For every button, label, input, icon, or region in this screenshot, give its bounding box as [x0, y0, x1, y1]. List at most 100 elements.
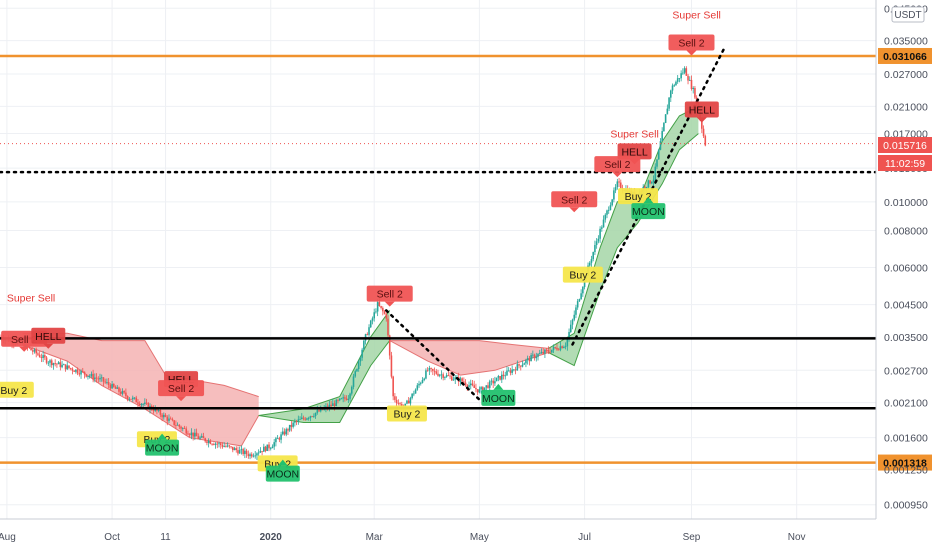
candle-body [609, 205, 612, 211]
candle-body [647, 180, 650, 188]
candle-body [45, 357, 48, 363]
candle-body [490, 380, 493, 382]
candle-body [569, 324, 572, 333]
candle-body [580, 293, 582, 300]
hell-signal-tag: HELL [617, 143, 652, 165]
sell-tag-label: Sell 2 [678, 37, 704, 49]
buy-tag-label: Buy 2 [394, 408, 421, 420]
candle-body [123, 391, 125, 393]
candle-body [464, 382, 467, 386]
candle-body [361, 349, 363, 358]
candle-body [228, 445, 231, 447]
candle-body [187, 433, 189, 435]
candle-body [649, 180, 651, 184]
candle-body [30, 348, 32, 351]
candle-body [388, 335, 391, 356]
candle-body [552, 347, 555, 350]
candle-body [656, 159, 658, 167]
candle-body [276, 438, 279, 440]
candle-body [181, 428, 184, 429]
sell-tag-box [366, 285, 413, 302]
candle-body [669, 90, 672, 98]
candle-body [571, 319, 574, 325]
candle-body [107, 382, 110, 385]
candle-body [463, 381, 465, 383]
candle-body [407, 400, 410, 404]
candle-body [452, 379, 455, 381]
cloud-edge-upper [22, 332, 259, 398]
candle-body [285, 429, 288, 435]
candle-body [273, 442, 275, 447]
moon-tag-box [145, 439, 180, 456]
candle-body [356, 368, 358, 372]
candle-body [683, 68, 686, 73]
candle-body [73, 370, 75, 372]
candle-body [385, 313, 388, 319]
candle-body [482, 387, 484, 392]
time-axis-panel[interactable] [0, 519, 876, 550]
hell-signal-tag: HELL [31, 327, 66, 349]
candle-body [263, 446, 265, 452]
price-tick-label: 0.035000 [884, 36, 928, 48]
candle-body [575, 307, 577, 315]
candle-body [518, 364, 520, 366]
candle-body [488, 381, 491, 388]
candle-body [485, 385, 488, 388]
candle-body [568, 332, 570, 339]
candle-body [319, 408, 322, 412]
hell-tag-box [617, 143, 652, 160]
candle-body [340, 398, 343, 400]
candle-body [654, 166, 657, 180]
candle-body [137, 402, 139, 404]
candle-body [376, 302, 379, 312]
price-tick-label: 0.001250 [884, 464, 928, 476]
super-sell-annotation: Super Sell [672, 10, 720, 22]
tag-pointer [19, 346, 30, 352]
level-price-badge [878, 47, 932, 64]
candle-body [501, 374, 503, 380]
candle-body [40, 357, 43, 359]
candle-body [413, 393, 415, 395]
candle-body [547, 350, 550, 352]
candle-body [240, 449, 243, 451]
cloud-edge-lower [548, 133, 699, 367]
candle-body [664, 114, 667, 123]
sell-tag-label: Sell 2 [377, 289, 403, 301]
candle-body [525, 360, 527, 364]
candle-body [478, 389, 481, 393]
moon-signal-tag: MOON [631, 197, 666, 220]
cloud-edge-upper [389, 340, 549, 349]
candle-body [297, 419, 300, 422]
candle-body [213, 444, 215, 445]
candle-body [33, 349, 36, 352]
dotted-trend-line [385, 309, 481, 401]
candle-body [218, 443, 220, 445]
candle-body [154, 408, 156, 411]
candle-body [200, 436, 203, 438]
candle-body [78, 373, 81, 375]
candle-body [59, 362, 62, 368]
sell-signal-tag: Sell 2 [668, 34, 715, 56]
candle-body [383, 311, 386, 314]
candle-body [544, 349, 546, 354]
candle-body [392, 376, 394, 397]
time-tick-label: Nov [788, 532, 806, 543]
candle-body [619, 182, 622, 188]
tag-pointer [686, 50, 697, 56]
candle-body [66, 365, 69, 370]
candle-body [242, 449, 244, 455]
candle-body [106, 382, 108, 383]
candle-body [459, 378, 462, 382]
candle-body [125, 392, 127, 397]
price-tick-label: 0.003500 [884, 332, 928, 344]
candle-body [380, 305, 382, 308]
candle-body [299, 418, 301, 420]
sell-signal-tag: Sell 2 [551, 191, 598, 213]
candle-body [252, 455, 255, 457]
currency-badge[interactable]: USDT [891, 6, 925, 23]
candle-body [526, 358, 529, 361]
candle-body [180, 426, 182, 429]
